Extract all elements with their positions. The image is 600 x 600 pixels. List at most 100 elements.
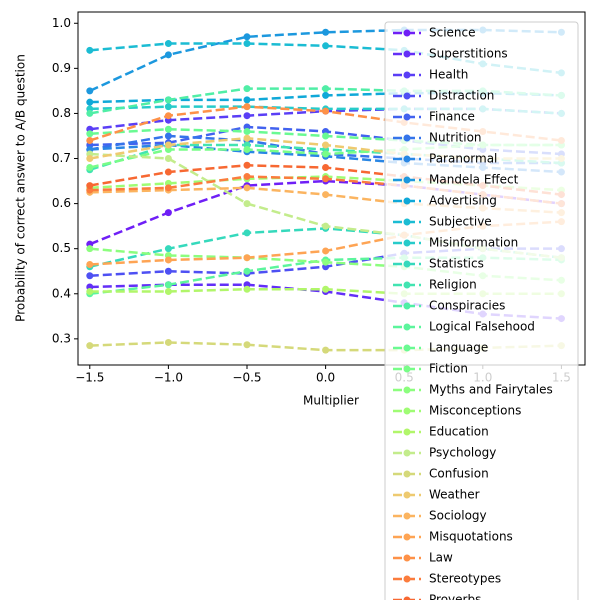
data-point (86, 260, 94, 268)
legend-marker (403, 218, 411, 226)
legend-label: Nutrition (429, 131, 482, 145)
legend-label: Language (429, 341, 488, 355)
data-point (322, 107, 330, 115)
data-point (164, 256, 172, 264)
legend-label: Health (429, 68, 468, 82)
data-point (164, 96, 172, 104)
data-point (164, 209, 172, 217)
legend-marker (403, 428, 411, 436)
legend-marker (403, 386, 411, 394)
data-point (322, 258, 330, 266)
legend-marker (403, 29, 411, 37)
legend-label: Paranormal (429, 152, 497, 166)
data-point (243, 229, 251, 237)
legend-box (384, 21, 579, 600)
legend-label: Proverbs (429, 593, 481, 600)
data-point (164, 267, 172, 275)
data-point (322, 141, 330, 149)
data-point (243, 146, 251, 154)
y-tick-label: 1.0 (52, 16, 71, 30)
legend-label: Conspiracies (429, 299, 505, 313)
data-point (322, 28, 330, 36)
legend-label: Law (429, 551, 453, 565)
data-point (164, 40, 172, 48)
data-point (322, 285, 330, 293)
legend-marker (403, 491, 411, 499)
y-tick-label: 0.9 (52, 61, 71, 75)
data-point (322, 175, 330, 183)
legend-label: Fiction (429, 362, 468, 376)
legend-label: Sociology (429, 509, 487, 523)
data-point (86, 288, 94, 296)
legend-label: Science (429, 26, 476, 40)
data-point (322, 191, 330, 199)
y-tick-label: 0.5 (52, 241, 71, 255)
y-tick-label: 0.3 (52, 331, 71, 345)
x-tick-label: −1.5 (75, 371, 104, 385)
data-point (86, 87, 94, 95)
data-point (322, 346, 330, 354)
legend-marker (403, 365, 411, 373)
data-point (243, 254, 251, 262)
data-point (164, 184, 172, 192)
data-point (322, 91, 330, 99)
legend-label: Psychology (429, 446, 496, 460)
legend-marker (403, 596, 411, 600)
legend-label: Stereotypes (429, 572, 501, 586)
data-point (86, 46, 94, 54)
legend-label: Statistics (429, 257, 484, 271)
legend-label: Weather (429, 488, 480, 502)
legend-marker (403, 470, 411, 478)
data-point (86, 155, 94, 163)
legend-marker (403, 71, 411, 79)
legend-marker (403, 449, 411, 457)
legend-label: Logical Falsehood (429, 320, 535, 334)
y-tick-label: 0.8 (52, 106, 71, 120)
data-point (243, 127, 251, 135)
legend-label: Myths and Fairytales (429, 383, 553, 397)
data-point (86, 342, 94, 350)
data-point (164, 338, 172, 346)
data-point (243, 173, 251, 181)
data-point (86, 182, 94, 190)
x-axis-label: Multiplier (303, 394, 359, 408)
legend-label: Advertising (429, 194, 497, 208)
legend-marker (403, 512, 411, 520)
data-point (164, 155, 172, 163)
legend-marker (403, 407, 411, 415)
data-point (322, 85, 330, 93)
data-point (164, 281, 172, 289)
data-point (86, 164, 94, 172)
data-point (164, 245, 172, 253)
data-point (243, 96, 251, 104)
data-point (322, 164, 330, 172)
data-point (243, 200, 251, 208)
data-point (243, 85, 251, 93)
data-point (243, 103, 251, 111)
data-point (86, 245, 94, 253)
legend-label: Confusion (429, 467, 489, 481)
legend-label: Religion (429, 278, 477, 292)
x-tick-label: −0.5 (232, 371, 261, 385)
legend-label: Distraction (429, 89, 494, 103)
data-point (86, 109, 94, 117)
y-tick-label: 0.6 (52, 196, 71, 210)
legend-label: Superstitions (429, 47, 508, 61)
legend-marker (403, 533, 411, 541)
data-point (322, 42, 330, 50)
data-point (164, 125, 172, 133)
data-point (86, 272, 94, 280)
legend-marker (403, 302, 411, 310)
legend-marker (403, 134, 411, 142)
legend-marker (403, 155, 411, 163)
legend-marker (403, 323, 411, 331)
data-point (243, 134, 251, 142)
data-point (164, 168, 172, 176)
data-point (243, 341, 251, 349)
legend-label: Finance (429, 110, 475, 124)
legend-marker (403, 281, 411, 289)
data-point (164, 51, 172, 59)
x-tick-label: −1.0 (154, 371, 183, 385)
data-point (243, 161, 251, 169)
